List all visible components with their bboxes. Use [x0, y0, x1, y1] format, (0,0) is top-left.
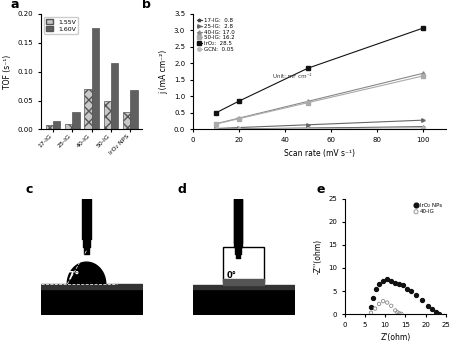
IrO₂ NPs	[367, 304, 374, 310]
IrO₂:  28.5: (10, 0.5): 28.5: (10, 0.5)	[213, 111, 218, 115]
Legend: 1.55V, 1.60V: 1.55V, 1.60V	[44, 17, 78, 34]
GCN:  0.05: (20, 0.01): 0.05: (20, 0.01)	[236, 127, 242, 131]
IrO₂ NPs	[432, 310, 440, 315]
Polygon shape	[236, 256, 241, 259]
50-IG: 16.2: (20, 0.324): 16.2: (20, 0.324)	[236, 117, 242, 121]
25-IG:  2.8: (20, 0.056): 2.8: (20, 0.056)	[236, 125, 242, 129]
Bar	[65, 124, 72, 129]
Line: 25-IG:  2.8: 25-IG: 2.8	[214, 118, 425, 130]
Text: e: e	[316, 183, 325, 196]
IrO₂ NPs	[412, 292, 419, 297]
GCN:  0.05: (100, 0.05): 0.05: (100, 0.05)	[420, 126, 425, 130]
Bar	[72, 112, 80, 129]
40-IG: 17.0: (50, 0.85): 17.0: (50, 0.85)	[305, 99, 311, 103]
Bar	[91, 28, 99, 129]
Bar	[130, 90, 137, 129]
Bar	[104, 101, 111, 129]
40-IG	[388, 303, 395, 309]
FancyBboxPatch shape	[223, 247, 264, 282]
Line: 40-IG: 17.0: 40-IG: 17.0	[214, 72, 425, 126]
Text: c: c	[26, 183, 33, 196]
IrO₂ NPs	[373, 286, 380, 291]
40-IG	[367, 310, 374, 315]
IrO₂ NPs	[369, 295, 377, 301]
Legend: 17-IG:  0.8, 25-IG:  2.8, 40-IG: 17.0, 50-IG: 16.2, IrO₂:  28.5, GCN:  0.05: 17-IG: 0.8, 25-IG: 2.8, 40-IG: 17.0, 50-…	[196, 17, 236, 53]
17-IG:  0.8: (20, 0.016): 0.8: (20, 0.016)	[236, 127, 242, 131]
IrO₂ NPs	[408, 288, 415, 294]
IrO₂ NPs	[375, 281, 383, 287]
40-IG	[396, 311, 403, 316]
IrO₂ NPs	[404, 286, 411, 291]
40-IG	[379, 298, 387, 304]
Text: 0°: 0°	[226, 271, 236, 280]
50-IG: 16.2: (100, 1.62): 16.2: (100, 1.62)	[420, 74, 425, 78]
Line: GCN:  0.05: GCN: 0.05	[214, 126, 425, 131]
IrO₂ NPs	[400, 283, 407, 288]
40-IG: 17.0: (20, 0.34): 17.0: (20, 0.34)	[236, 116, 242, 120]
Line: 17-IG:  0.8: 17-IG: 0.8	[214, 125, 425, 131]
Y-axis label: j (mA cm⁻²): j (mA cm⁻²)	[159, 50, 168, 94]
40-IG	[371, 306, 379, 311]
IrO₂ NPs	[392, 280, 399, 285]
Bar	[84, 89, 91, 129]
IrO₂ NPs	[418, 297, 425, 303]
Bar	[111, 63, 118, 129]
40-IG	[375, 301, 383, 307]
IrO₂ NPs	[396, 281, 403, 287]
X-axis label: Z'(ohm): Z'(ohm)	[380, 333, 410, 342]
40-IG: 17.0: (10, 0.17): 17.0: (10, 0.17)	[213, 122, 218, 126]
25-IG:  2.8: (50, 0.14): 2.8: (50, 0.14)	[305, 123, 311, 127]
50-IG: 16.2: (50, 0.81): 16.2: (50, 0.81)	[305, 101, 311, 105]
GCN:  0.05: (10, 0.005): 0.05: (10, 0.005)	[213, 127, 218, 131]
Bar	[53, 121, 60, 129]
Line: IrO₂:  28.5: IrO₂: 28.5	[214, 27, 425, 114]
IrO₂ NPs	[428, 307, 435, 312]
Text: 77°: 77°	[61, 272, 80, 281]
Y-axis label: TOF (s⁻¹): TOF (s⁻¹)	[3, 54, 12, 89]
25-IG:  2.8: (100, 0.28): 2.8: (100, 0.28)	[420, 118, 425, 122]
40-IG	[384, 300, 391, 305]
IrO₂ NPs	[388, 278, 395, 284]
Text: d: d	[177, 183, 187, 196]
Text: b: b	[142, 0, 151, 11]
IrO₂ NPs	[424, 303, 431, 309]
17-IG:  0.8: (50, 0.04): 0.8: (50, 0.04)	[305, 126, 311, 130]
IrO₂:  28.5: (50, 1.85): 28.5: (50, 1.85)	[305, 66, 311, 70]
Text: a: a	[10, 0, 19, 11]
Text: Unit: mF cm⁻²: Unit: mF cm⁻²	[273, 74, 312, 79]
IrO₂ NPs	[379, 278, 387, 284]
Legend: IrO₂ NPs, 40-IG: IrO₂ NPs, 40-IG	[413, 201, 443, 215]
X-axis label: Scan rate (mV s⁻¹): Scan rate (mV s⁻¹)	[284, 149, 355, 158]
IrO₂ NPs	[384, 277, 391, 282]
IrO₂:  28.5: (100, 3.07): 28.5: (100, 3.07)	[420, 26, 425, 30]
Y-axis label: -Z''(ohm): -Z''(ohm)	[313, 239, 323, 274]
40-IG	[392, 307, 399, 313]
25-IG:  2.8: (10, 0.028): 2.8: (10, 0.028)	[213, 126, 218, 131]
Bar	[123, 112, 130, 129]
50-IG: 16.2: (10, 0.162): 16.2: (10, 0.162)	[213, 122, 218, 126]
Polygon shape	[67, 262, 106, 284]
40-IG: 17.0: (100, 1.7): 17.0: (100, 1.7)	[420, 71, 425, 75]
GCN:  0.05: (50, 0.025): 0.05: (50, 0.025)	[305, 126, 311, 131]
17-IG:  0.8: (100, 0.08): 0.8: (100, 0.08)	[420, 125, 425, 129]
40-IG	[398, 311, 405, 317]
17-IG:  0.8: (10, 0.008): 0.8: (10, 0.008)	[213, 127, 218, 131]
40-IG	[394, 310, 401, 315]
Line: 50-IG: 16.2: 50-IG: 16.2	[214, 74, 425, 126]
Bar	[46, 125, 53, 129]
IrO₂:  28.5: (20, 0.855): 28.5: (20, 0.855)	[236, 99, 242, 103]
IrO₂ NPs	[435, 311, 442, 317]
